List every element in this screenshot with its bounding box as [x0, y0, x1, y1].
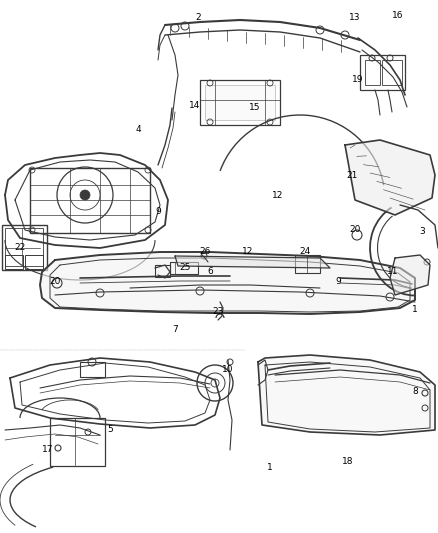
Text: 1: 1 [412, 305, 418, 314]
Text: 3: 3 [419, 228, 425, 237]
Polygon shape [175, 256, 330, 268]
Text: 23: 23 [212, 308, 224, 317]
Text: 22: 22 [14, 244, 26, 253]
Text: 24: 24 [300, 247, 311, 256]
Text: 21: 21 [346, 171, 358, 180]
Text: 12: 12 [272, 190, 284, 199]
Text: 17: 17 [42, 446, 54, 455]
Text: 7: 7 [172, 326, 178, 335]
Text: 2: 2 [195, 13, 201, 22]
Bar [2, 225, 47, 270]
Circle shape [80, 190, 90, 200]
Polygon shape [345, 140, 435, 215]
Text: 10: 10 [222, 366, 234, 375]
Text: 16: 16 [392, 11, 404, 20]
Text: 20: 20 [49, 278, 61, 287]
Bar [5, 228, 43, 266]
Text: 26: 26 [199, 247, 211, 256]
Bar [50, 418, 105, 466]
Text: 4: 4 [135, 125, 141, 134]
Text: 8: 8 [412, 387, 418, 397]
Bar [30, 168, 150, 233]
Bar [25, 255, 43, 269]
Polygon shape [258, 355, 435, 435]
Text: 20: 20 [350, 225, 360, 235]
Bar [80, 362, 105, 377]
Text: 6: 6 [207, 268, 213, 277]
Text: 9: 9 [155, 207, 161, 216]
Text: 14: 14 [189, 101, 201, 109]
Polygon shape [40, 252, 415, 314]
Bar [200, 80, 280, 125]
Polygon shape [390, 255, 430, 295]
Bar [205, 85, 275, 120]
Bar [170, 262, 198, 274]
Text: 15: 15 [249, 103, 261, 112]
Text: 25: 25 [179, 263, 191, 272]
Bar [382, 60, 402, 85]
Text: 19: 19 [352, 76, 364, 85]
Text: 12: 12 [242, 247, 254, 256]
Text: 13: 13 [349, 13, 361, 22]
Text: 11: 11 [387, 268, 399, 277]
Bar [295, 255, 320, 273]
Text: 5: 5 [107, 425, 113, 434]
Text: 18: 18 [342, 457, 354, 466]
Bar [5, 255, 23, 269]
Bar [360, 55, 405, 90]
Bar [365, 60, 380, 85]
Bar [155, 265, 170, 277]
Text: 9: 9 [335, 278, 341, 287]
Text: 1: 1 [267, 464, 273, 472]
